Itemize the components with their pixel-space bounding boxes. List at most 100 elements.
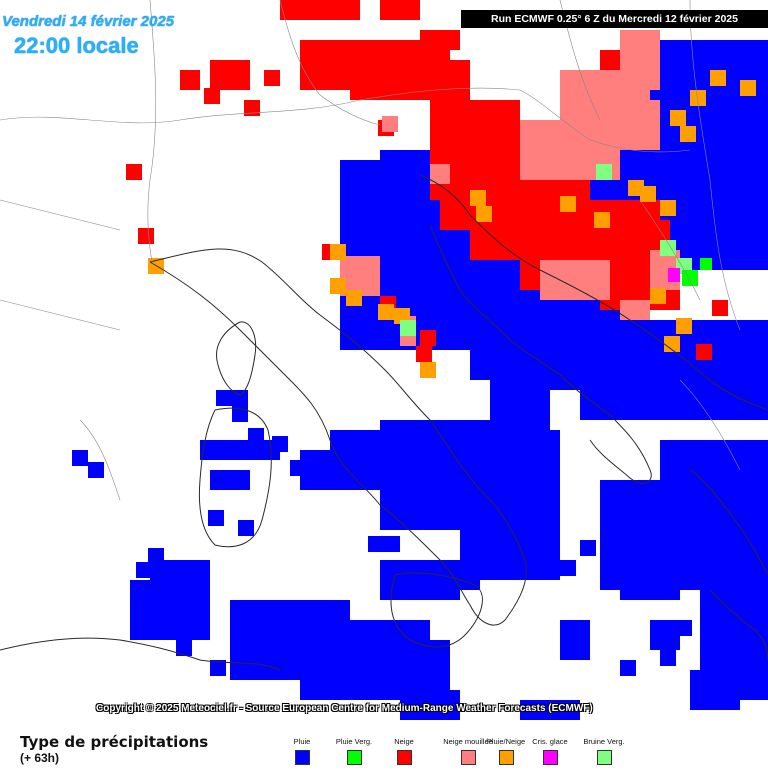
snow-cell xyxy=(416,346,432,362)
legend-subtitle: (+ 63h) xyxy=(20,751,60,765)
legend-label: Cris. glace xyxy=(532,737,568,746)
mixed-cell xyxy=(378,304,394,320)
legend-label: Neige xyxy=(394,737,414,746)
wet-snow-area xyxy=(540,260,610,300)
legend-swatch xyxy=(294,750,310,765)
legend-item: Pluie xyxy=(264,737,340,770)
legend-swatch xyxy=(396,750,412,765)
rain-cell xyxy=(208,510,224,526)
forecast-date: Vendredi 14 février 2025 xyxy=(2,13,175,30)
mixed-cell xyxy=(660,200,676,216)
rain-cell xyxy=(216,390,232,406)
rain-area xyxy=(360,640,450,690)
rain-cell xyxy=(180,566,196,582)
rain-cell xyxy=(240,648,256,664)
rain-cell xyxy=(384,536,400,552)
rain-cell xyxy=(660,650,676,666)
rain-cell xyxy=(560,560,576,576)
rain-area xyxy=(620,560,680,600)
snow-area xyxy=(350,60,470,100)
wet-snow-area xyxy=(340,256,380,296)
mixed-cell xyxy=(650,288,666,304)
rain-cell xyxy=(676,620,692,636)
rain-cell xyxy=(148,548,164,564)
rain-cell xyxy=(610,520,626,536)
legend-label: Pluie Verg. xyxy=(335,737,373,746)
mixed-cell xyxy=(640,186,656,202)
rain-area xyxy=(650,40,768,160)
legend-item: Bruine Verg. xyxy=(566,737,642,770)
legend-label: Pluie/Neige xyxy=(486,737,526,746)
freezing-drizzle-cell xyxy=(400,320,416,336)
legend-swatch xyxy=(596,750,612,765)
legend-item: Neige mouillée xyxy=(430,737,506,770)
mixed-cell xyxy=(690,90,706,106)
rain-cell xyxy=(238,520,254,536)
wet-snow-area xyxy=(600,100,660,150)
legend-label: Pluie xyxy=(293,737,311,746)
rain-area xyxy=(200,440,280,460)
mixed-cell xyxy=(664,336,680,352)
legend-item: Pluie/Neige xyxy=(468,737,544,770)
snow-area xyxy=(180,70,200,90)
rain-cell xyxy=(720,560,736,576)
legend-label: Bruine Verg. xyxy=(583,737,625,746)
mixed-cell xyxy=(330,244,346,260)
snow-cell xyxy=(228,72,244,88)
freezing-drizzle-cell xyxy=(596,164,612,180)
snow-cell xyxy=(244,100,260,116)
rain-cell xyxy=(210,660,226,676)
mixed-cell xyxy=(594,212,610,228)
wet-snow-area xyxy=(620,300,650,320)
rain-cell xyxy=(136,562,152,578)
legend-label: Neige mouillée xyxy=(443,737,493,746)
rain-cell xyxy=(248,428,264,444)
snow-cell xyxy=(204,88,220,104)
snow-area xyxy=(280,0,360,20)
model-run-banner: Run ECMWF 0.25° 6 Z du Mercredi 12 févri… xyxy=(461,10,768,28)
wet-snow-area xyxy=(382,116,398,132)
mixed-cell xyxy=(476,206,492,222)
snow-area xyxy=(420,30,460,50)
freezing-drizzle-cell xyxy=(660,240,676,256)
rain-area xyxy=(520,700,580,720)
legend-item: Neige xyxy=(366,737,442,770)
legend-title: Type de précipitations xyxy=(20,733,209,751)
mixed-cell xyxy=(560,196,576,212)
mixed-cell xyxy=(676,318,692,334)
wet-snow-area xyxy=(620,30,660,90)
rain-cell xyxy=(580,540,596,556)
legend-swatch xyxy=(498,750,514,765)
freezing-rain-cell xyxy=(700,258,712,270)
rain-cell xyxy=(88,462,104,478)
snow-cell xyxy=(696,344,712,360)
legend-swatch xyxy=(346,750,362,765)
rain-area xyxy=(650,320,768,420)
borders xyxy=(0,0,741,501)
snow-cell xyxy=(138,228,154,244)
legend-item: Pluie Verg. xyxy=(316,737,392,770)
mixed-cell xyxy=(346,290,362,306)
rain-cell xyxy=(368,536,384,552)
mixed-cell xyxy=(420,362,436,378)
rain-cell xyxy=(272,436,288,452)
rain-cell xyxy=(72,450,88,466)
snow-cell xyxy=(420,330,436,346)
rain-cell xyxy=(232,406,248,422)
snow-cell xyxy=(264,70,280,86)
rain-cell xyxy=(232,390,248,406)
freezing-rain-cell xyxy=(682,270,698,286)
coastlines xyxy=(0,174,768,671)
mixed-cell xyxy=(680,126,696,142)
copyright-notice: Copyright © 2025 Meteociel.fr - Source E… xyxy=(96,703,593,714)
legend-panel: Type de précipitations (+ 63h) Pluie Plui… xyxy=(0,720,768,768)
rain-area xyxy=(210,470,250,490)
mixed-cell xyxy=(330,278,346,294)
legend-swatch xyxy=(542,750,558,765)
snow-cell xyxy=(712,300,728,316)
rain-area xyxy=(330,430,390,490)
legend-item: Cris. glace xyxy=(512,737,588,770)
rain-cell xyxy=(290,460,306,476)
precipitation-cells xyxy=(72,0,768,720)
wet-snow-area xyxy=(430,164,450,184)
